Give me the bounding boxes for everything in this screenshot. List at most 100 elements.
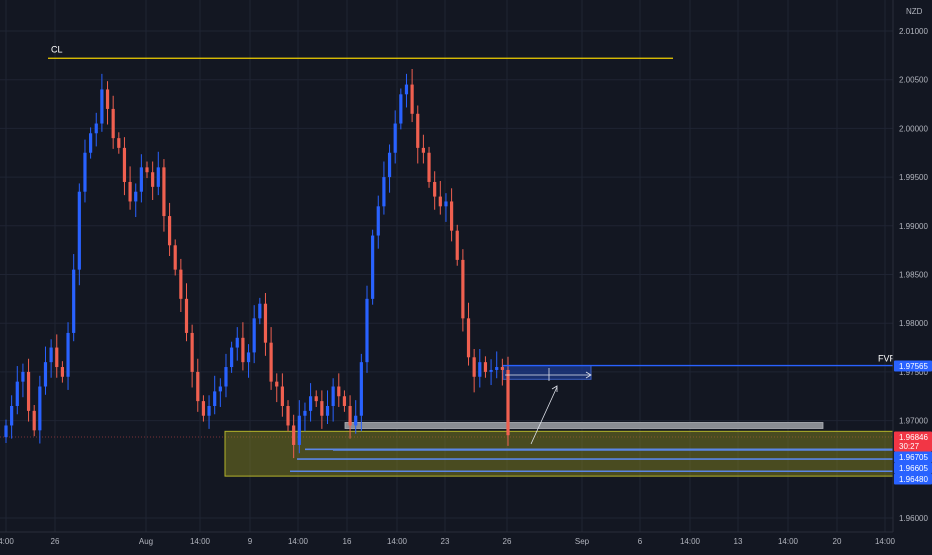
candle [297, 400, 301, 454]
candle-body [359, 362, 363, 416]
time-tick-label: 26 [503, 537, 512, 546]
candle-body [275, 381, 279, 387]
price-tick-label: 1.99000 [899, 222, 928, 231]
candle-body [444, 201, 448, 207]
candle-body [246, 352, 251, 363]
candle-body [151, 172, 155, 187]
candle-body [382, 177, 386, 207]
candle-body [416, 113, 420, 148]
time-tick-label: Aug [139, 537, 153, 546]
candle-body [393, 123, 397, 153]
price-badge-bg [894, 451, 932, 463]
price-tick-label: 1.96000 [899, 514, 928, 523]
candle-body [258, 303, 262, 319]
candle-body [162, 167, 166, 217]
candle [207, 395, 211, 429]
candle-body [371, 235, 375, 299]
price-tick-label: 1.97000 [899, 417, 928, 426]
candle [94, 112, 98, 147]
candle-body [43, 362, 48, 387]
candle-body [495, 367, 499, 370]
candle [60, 361, 65, 383]
candle-body [500, 367, 504, 370]
price-badge-label: 1.96705 [899, 453, 928, 462]
candle-body [184, 298, 189, 333]
candle [26, 358, 31, 422]
candle [173, 239, 177, 276]
candle-body [100, 89, 104, 124]
candle [258, 297, 262, 325]
price-tick-label: 1.99500 [899, 173, 928, 182]
candle-body [167, 216, 172, 246]
price-tick-label: 2.01000 [899, 27, 928, 36]
candle [156, 151, 160, 196]
time-tick-label: 14:00 [778, 537, 799, 546]
candle-body [89, 133, 93, 153]
move-arrow-head [551, 385, 558, 392]
candle [105, 81, 110, 125]
candle-body [354, 415, 358, 426]
candle [151, 161, 155, 200]
candle [308, 383, 313, 422]
candle [489, 359, 493, 386]
time-tick-label: 9 [248, 537, 253, 546]
candle [252, 305, 256, 364]
candle [218, 378, 222, 407]
candle-body [15, 381, 19, 406]
candle-body [21, 371, 25, 382]
candle [359, 353, 363, 432]
candle [286, 400, 290, 432]
price-badge: 1.96705 [894, 451, 932, 463]
candle-body [105, 89, 110, 109]
candle-body [94, 123, 98, 134]
candle [139, 154, 143, 203]
candle-body [134, 191, 138, 202]
candle-body [404, 84, 409, 95]
candle-body [325, 405, 330, 416]
candle [371, 229, 375, 305]
candle-body [26, 371, 31, 411]
candle [342, 390, 347, 412]
candle-body [461, 259, 465, 319]
candle-body [506, 369, 510, 436]
candle-body [433, 181, 437, 197]
candle-body [241, 337, 245, 363]
candle [461, 249, 465, 332]
time-tick-label: 14:00 [680, 537, 701, 546]
candle-body [449, 201, 454, 231]
candle [179, 258, 183, 312]
price-tick-label: 2.00500 [899, 76, 928, 85]
candles [4, 68, 510, 459]
candle-body [483, 362, 488, 372]
candle-body [308, 396, 313, 411]
candle-body [421, 147, 425, 153]
candle [55, 334, 59, 378]
candle [449, 188, 454, 242]
move-arrow [530, 386, 558, 445]
price-badge: 1.97565 [894, 360, 932, 372]
candle [421, 134, 425, 164]
candle-body [83, 152, 87, 192]
candle [337, 373, 341, 407]
candle-body [438, 196, 442, 207]
candle-body [478, 362, 482, 377]
candle-body [348, 405, 352, 426]
time-tick-label: 13 [734, 537, 743, 546]
time-tick-label: 20 [833, 537, 842, 546]
candle [230, 341, 234, 373]
grey-zone [344, 422, 824, 429]
candle-body [77, 191, 81, 270]
candle-body [410, 84, 414, 114]
candle [393, 110, 397, 164]
projection-arrow-head [585, 371, 592, 379]
candle-body [472, 357, 476, 377]
candle-body [66, 332, 70, 377]
candle [495, 351, 499, 379]
candle [21, 363, 25, 398]
candle [145, 161, 149, 179]
candle-body [331, 386, 335, 406]
candle-body [376, 206, 380, 236]
